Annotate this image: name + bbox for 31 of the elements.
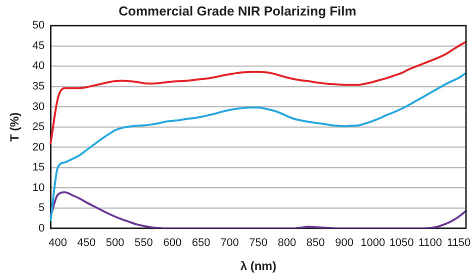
y-tick-label: 15 [32, 162, 45, 174]
x-tick-label: 1100 [418, 237, 442, 250]
y-tick-label: 35 [32, 80, 45, 92]
x-tick-label: 800 [278, 237, 296, 250]
y-tick-label: 0 [38, 222, 45, 234]
x-tick-label: 450 [77, 237, 96, 250]
y-tick-label: 5 [38, 202, 45, 214]
x-tick-label: 500 [106, 237, 124, 250]
x-tick-label: 1150 [447, 237, 471, 250]
y-tick-label: 45 [32, 40, 45, 52]
line-series [50, 40, 467, 144]
x-tick-label: 900 [335, 237, 354, 250]
x-tick-label: 750 [249, 237, 268, 250]
x-tick-label: 400 [48, 237, 67, 250]
x-tick-label: 850 [306, 237, 325, 250]
chart-title: Commercial Grade NIR Polarizing Film [118, 3, 356, 18]
x-tick-label: 1050 [389, 237, 414, 250]
y-tick-label: 30 [32, 100, 45, 113]
y-tick-label: 50 [32, 20, 45, 32]
y-axis-title: T (%) [8, 112, 22, 142]
y-tick-label: 10 [32, 182, 45, 194]
x-tick-label: 600 [163, 237, 182, 250]
y-tick-label: 20 [32, 141, 45, 154]
line-series [50, 72, 467, 222]
y-tick-label: 25 [32, 121, 45, 134]
x-axis-title: λ (nm) [240, 259, 276, 274]
x-tick-label: 650 [192, 237, 210, 250]
x-tick-label: 1000 [360, 237, 386, 250]
x-tick-label: 700 [220, 237, 239, 250]
x-tick-label: 550 [134, 237, 153, 250]
y-tick-label: 40 [32, 60, 45, 72]
